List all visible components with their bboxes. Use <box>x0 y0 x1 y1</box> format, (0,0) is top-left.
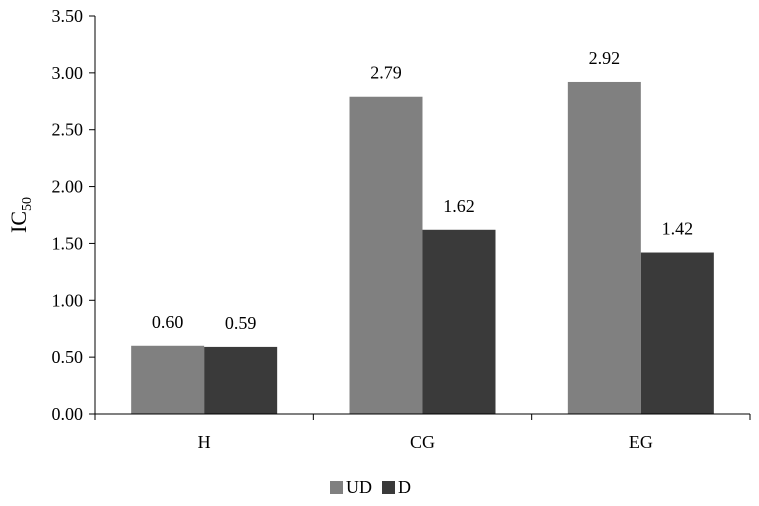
legend-swatch-d <box>382 481 395 494</box>
legend-label-ud: UD <box>346 477 372 497</box>
y-axis-title-main: IC <box>6 211 31 233</box>
bars-layer <box>131 81 714 414</box>
x-tick-label-h: H <box>198 432 211 452</box>
y-tick-label: 1.00 <box>52 290 84 310</box>
bar-ud-h <box>131 345 205 414</box>
y-axis-title-subscript: 50 <box>20 197 35 211</box>
legend-label-d: D <box>398 477 411 497</box>
data-label-d-cg: 1.62 <box>443 196 475 216</box>
x-tick-label-eg: EG <box>629 432 653 452</box>
bar-ud-cg <box>349 96 423 414</box>
bar-d-h <box>204 346 278 414</box>
legend-swatch-ud <box>330 481 343 494</box>
y-tick-label: 1.50 <box>52 233 84 253</box>
bar-d-eg <box>640 252 714 414</box>
data-label-ud-eg: 2.92 <box>589 48 621 68</box>
data-label-ud-h: 0.60 <box>152 312 184 332</box>
y-tick-label: 3.00 <box>52 63 84 83</box>
axes-layer <box>89 15 751 420</box>
labels-layer: 0.60 0.59 H 2.79 1.62 CG 2.92 1.42 EG 0.00 0.50 1.0… <box>52 6 694 452</box>
y-tick-label: 0.50 <box>52 347 84 367</box>
y-tick-label: 3.50 <box>52 6 84 26</box>
bar-ud-eg <box>567 81 641 414</box>
y-tick-label: 0.00 <box>52 404 84 424</box>
bar-d-cg <box>422 229 496 414</box>
y-axis-title: IC50 <box>6 197 35 233</box>
data-label-d-eg: 1.42 <box>662 219 694 239</box>
legend: UD D <box>330 477 411 497</box>
y-tick-label: 2.00 <box>52 177 84 197</box>
y-tick-label: 2.50 <box>52 120 84 140</box>
data-label-ud-cg: 2.79 <box>370 63 402 83</box>
x-tick-label-cg: CG <box>410 432 435 452</box>
data-label-d-h: 0.59 <box>225 313 257 333</box>
